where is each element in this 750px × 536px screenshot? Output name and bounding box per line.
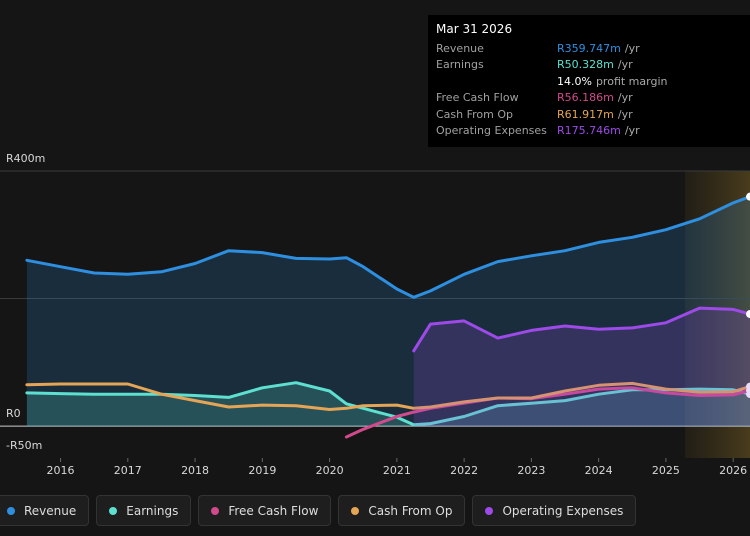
tooltip-unit: profit margin (595, 74, 668, 88)
tooltip-value: R56.186m (557, 91, 614, 105)
x-tick-label: 2019 (248, 464, 276, 477)
y-tick-label: -R50m (6, 439, 42, 452)
tooltip-value: 14.0% (557, 74, 592, 88)
x-tick-label: 2025 (652, 464, 680, 477)
tooltip-unit: /yr (617, 91, 633, 105)
x-tick-label: 2023 (517, 464, 545, 477)
tooltip-unit: /yr (617, 107, 633, 121)
legend-swatch (109, 506, 118, 515)
area (413, 308, 750, 427)
end-marker (746, 310, 750, 319)
x-tick-label: 2026 (719, 464, 747, 477)
x-tick-label: 2022 (450, 464, 478, 477)
legend-item[interactable]: Free Cash Flow (198, 495, 332, 526)
tooltip-date: Mar 31 2026 (436, 22, 513, 36)
legend-item[interactable]: Revenue (0, 495, 90, 526)
tooltip-label: Revenue (436, 41, 484, 55)
x-tick-label: 2017 (114, 464, 142, 477)
tooltip-label: Free Cash Flow (436, 91, 519, 105)
legend: Revenue Earnings Free Cash Flow Cash From O… (0, 495, 637, 526)
legend-item[interactable]: Earnings (96, 495, 192, 526)
end-marker (746, 192, 750, 201)
legend-label: Operating Expenses (502, 503, 624, 518)
legend-item[interactable]: Operating Expenses (472, 495, 637, 526)
legend-swatch (7, 506, 15, 515)
x-tick-label: 2024 (585, 464, 613, 477)
tooltip-unit: /yr (624, 41, 640, 55)
legend-swatch (351, 506, 360, 515)
tooltip-value: R61.917m (557, 107, 614, 121)
area (26, 382, 750, 427)
tooltip-unit: /yr (617, 58, 633, 72)
legend-label: Revenue (24, 503, 77, 518)
tooltip-label: Operating Expenses (436, 124, 547, 138)
tooltip-label: Cash From Op (436, 107, 514, 121)
tooltip-row: Cash From Op R61.917m/yr (436, 106, 742, 123)
tooltip-row: 14.0% profit margin (436, 73, 742, 90)
y-tick-label: R0 (6, 407, 21, 420)
tooltip-unit: /yr (624, 124, 640, 138)
legend-label: Cash From Op (368, 503, 453, 518)
x-tick-label: 2021 (383, 464, 411, 477)
x-tick-label: 2016 (47, 464, 75, 477)
tooltip-value: R50.328m (557, 58, 614, 72)
tooltip-row: Operating Expenses R175.746m/yr (436, 123, 742, 140)
line (25, 195, 750, 299)
y-tick-label: R400m (6, 152, 45, 165)
tooltip-row: Free Cash Flow R56.186m/yr (436, 90, 742, 107)
tooltip-row: Revenue R359.747m/yr (436, 40, 742, 57)
line (25, 381, 750, 411)
tooltip-label: Earnings (436, 58, 484, 72)
area (26, 196, 750, 427)
x-tick-label: 2020 (316, 464, 344, 477)
tooltip-value: R175.746m (557, 124, 621, 138)
legend-swatch (211, 506, 220, 515)
tooltip-value: R359.747m (557, 41, 621, 55)
x-tick-label: 2018 (181, 464, 209, 477)
tooltip: Mar 31 2026 Revenue R359.747m/yr Earnings R… (428, 15, 750, 147)
line (412, 306, 750, 353)
legend-label: Earnings (126, 503, 179, 518)
tooltip-row: Earnings R50.328m/yr (436, 57, 742, 74)
legend-label: Free Cash Flow (228, 503, 319, 518)
end-marker (746, 382, 750, 391)
legend-item[interactable]: Cash From Op (338, 495, 466, 526)
legend-swatch (485, 506, 494, 515)
